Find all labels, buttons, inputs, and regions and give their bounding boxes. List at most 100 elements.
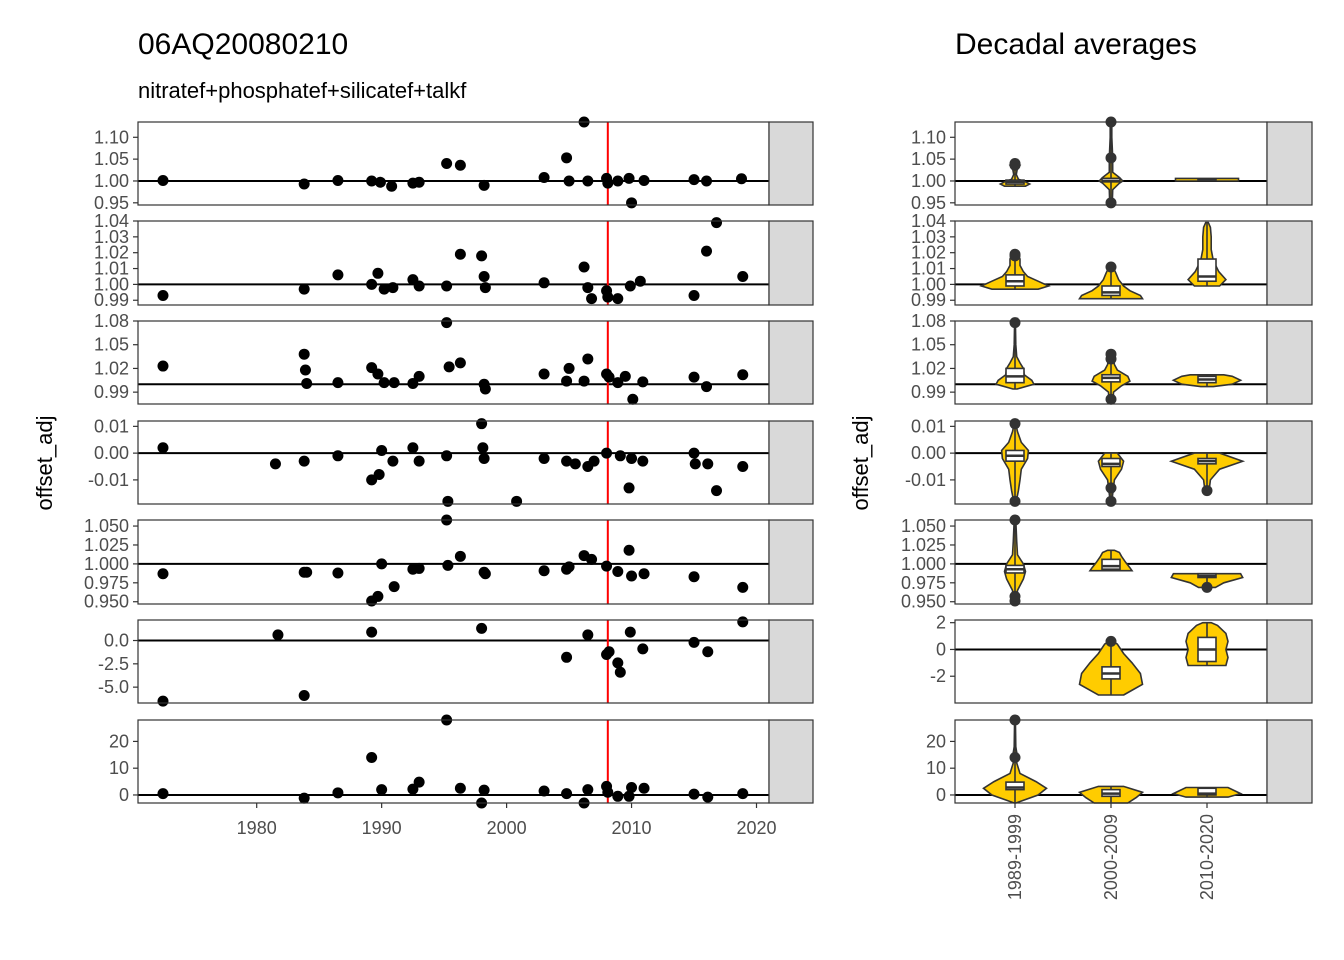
data-point [688, 174, 700, 186]
data-point [301, 566, 313, 578]
right-y-axis-label: offset_adj [848, 415, 873, 510]
right-panel-phosphate: 0.991.021.051.08phosphate [911, 311, 1313, 405]
y-tick-label: 10 [926, 758, 946, 778]
data-point [603, 371, 615, 383]
y-tick-label: 1.02 [94, 358, 129, 378]
y-tick-label: 1.000 [901, 554, 946, 574]
panel-border [137, 719, 770, 804]
data-point [638, 782, 650, 794]
data-point [376, 784, 388, 796]
y-tick-label: 1.08 [911, 311, 946, 331]
strip-background [1266, 619, 1313, 704]
y-tick-label: 1.05 [94, 335, 129, 355]
data-point [441, 280, 453, 292]
left-panel-phosphate: 0.991.021.051.08phosphate [94, 311, 814, 405]
y-tick-label: 1.02 [911, 358, 946, 378]
data-point [582, 784, 594, 796]
y-tick-label: 1.01 [911, 259, 946, 279]
data-point [476, 250, 488, 262]
strip-background [768, 220, 814, 306]
left-chart-title: 06AQ20080210 [138, 28, 348, 61]
data-point [603, 646, 615, 658]
strip-background [768, 320, 814, 405]
data-point [372, 590, 384, 602]
data-point [538, 368, 550, 380]
data-point [298, 792, 310, 804]
outlier-point [1201, 581, 1213, 593]
x-tick-label: 2000 [487, 818, 527, 838]
data-point [569, 458, 581, 470]
y-tick-label: 0 [936, 639, 946, 659]
y-tick-label: 1.000 [84, 554, 129, 574]
data-point [602, 291, 614, 303]
y-tick-label: 0.95 [911, 193, 946, 213]
data-point [387, 455, 399, 467]
data-point [442, 559, 454, 571]
box-iqr [1101, 457, 1121, 468]
data-point [602, 177, 614, 189]
y-tick-label: 1.10 [94, 127, 129, 147]
box-iqr [1197, 787, 1217, 796]
box-iqr [1005, 781, 1025, 791]
strip-background [768, 519, 814, 605]
y-tick-label: 1.01 [94, 259, 129, 279]
data-point [586, 553, 598, 565]
y-tick-label: -0.01 [905, 470, 946, 490]
data-point [582, 282, 594, 294]
data-point [388, 581, 400, 593]
y-tick-label: 0.99 [94, 290, 129, 310]
data-point [454, 357, 466, 369]
data-point [441, 158, 453, 169]
data-point [476, 622, 488, 634]
data-point [478, 452, 490, 464]
data-point [366, 626, 378, 638]
data-point [157, 695, 169, 707]
outlier-point [1201, 485, 1213, 497]
data-point [413, 455, 425, 467]
data-point [588, 455, 600, 467]
panel-border [137, 320, 770, 405]
y-tick-label: 0 [119, 785, 129, 805]
strip-background [1266, 121, 1313, 206]
y-tick-label: 1.05 [911, 149, 946, 169]
y-tick-label: 0.0 [104, 631, 129, 651]
data-point [478, 270, 490, 282]
data-point [388, 377, 400, 389]
data-point [624, 626, 636, 638]
y-tick-label: 0.01 [911, 416, 946, 436]
data-point [737, 461, 749, 473]
data-point [637, 643, 649, 655]
data-point [441, 450, 453, 462]
data-point [538, 452, 550, 464]
data-point [442, 495, 454, 507]
data-point [623, 544, 635, 556]
y-tick-label: 0.99 [911, 290, 946, 310]
data-point [614, 450, 626, 462]
data-point [413, 280, 425, 292]
y-tick-label: 1.00 [94, 171, 129, 191]
strip-background [768, 619, 814, 704]
data-point [561, 455, 573, 467]
data-point [479, 383, 491, 395]
data-point [626, 570, 638, 582]
right-panel-salinity: -0.010.000.01salinity [905, 416, 1313, 507]
y-tick-label: 1.04 [911, 211, 946, 231]
y-tick-label: -0.01 [88, 470, 129, 490]
data-point [373, 469, 385, 481]
y-tick-label: 1.050 [84, 516, 129, 536]
panel-border [137, 420, 770, 505]
data-point [376, 558, 388, 570]
right-panel-tco2: 01020tco2 [926, 714, 1313, 805]
strip-background [1266, 420, 1313, 505]
outlier-point [1105, 348, 1117, 360]
data-point [561, 375, 573, 387]
data-point [378, 283, 390, 295]
strip-background [768, 121, 814, 206]
data-point [454, 159, 466, 171]
y-tick-label: 0.950 [901, 592, 946, 612]
data-point [407, 442, 419, 454]
data-point [478, 179, 490, 191]
right-x-axis: 1989-1999 2000-2009 2010-2020 [1005, 803, 1217, 900]
data-point [688, 289, 700, 301]
